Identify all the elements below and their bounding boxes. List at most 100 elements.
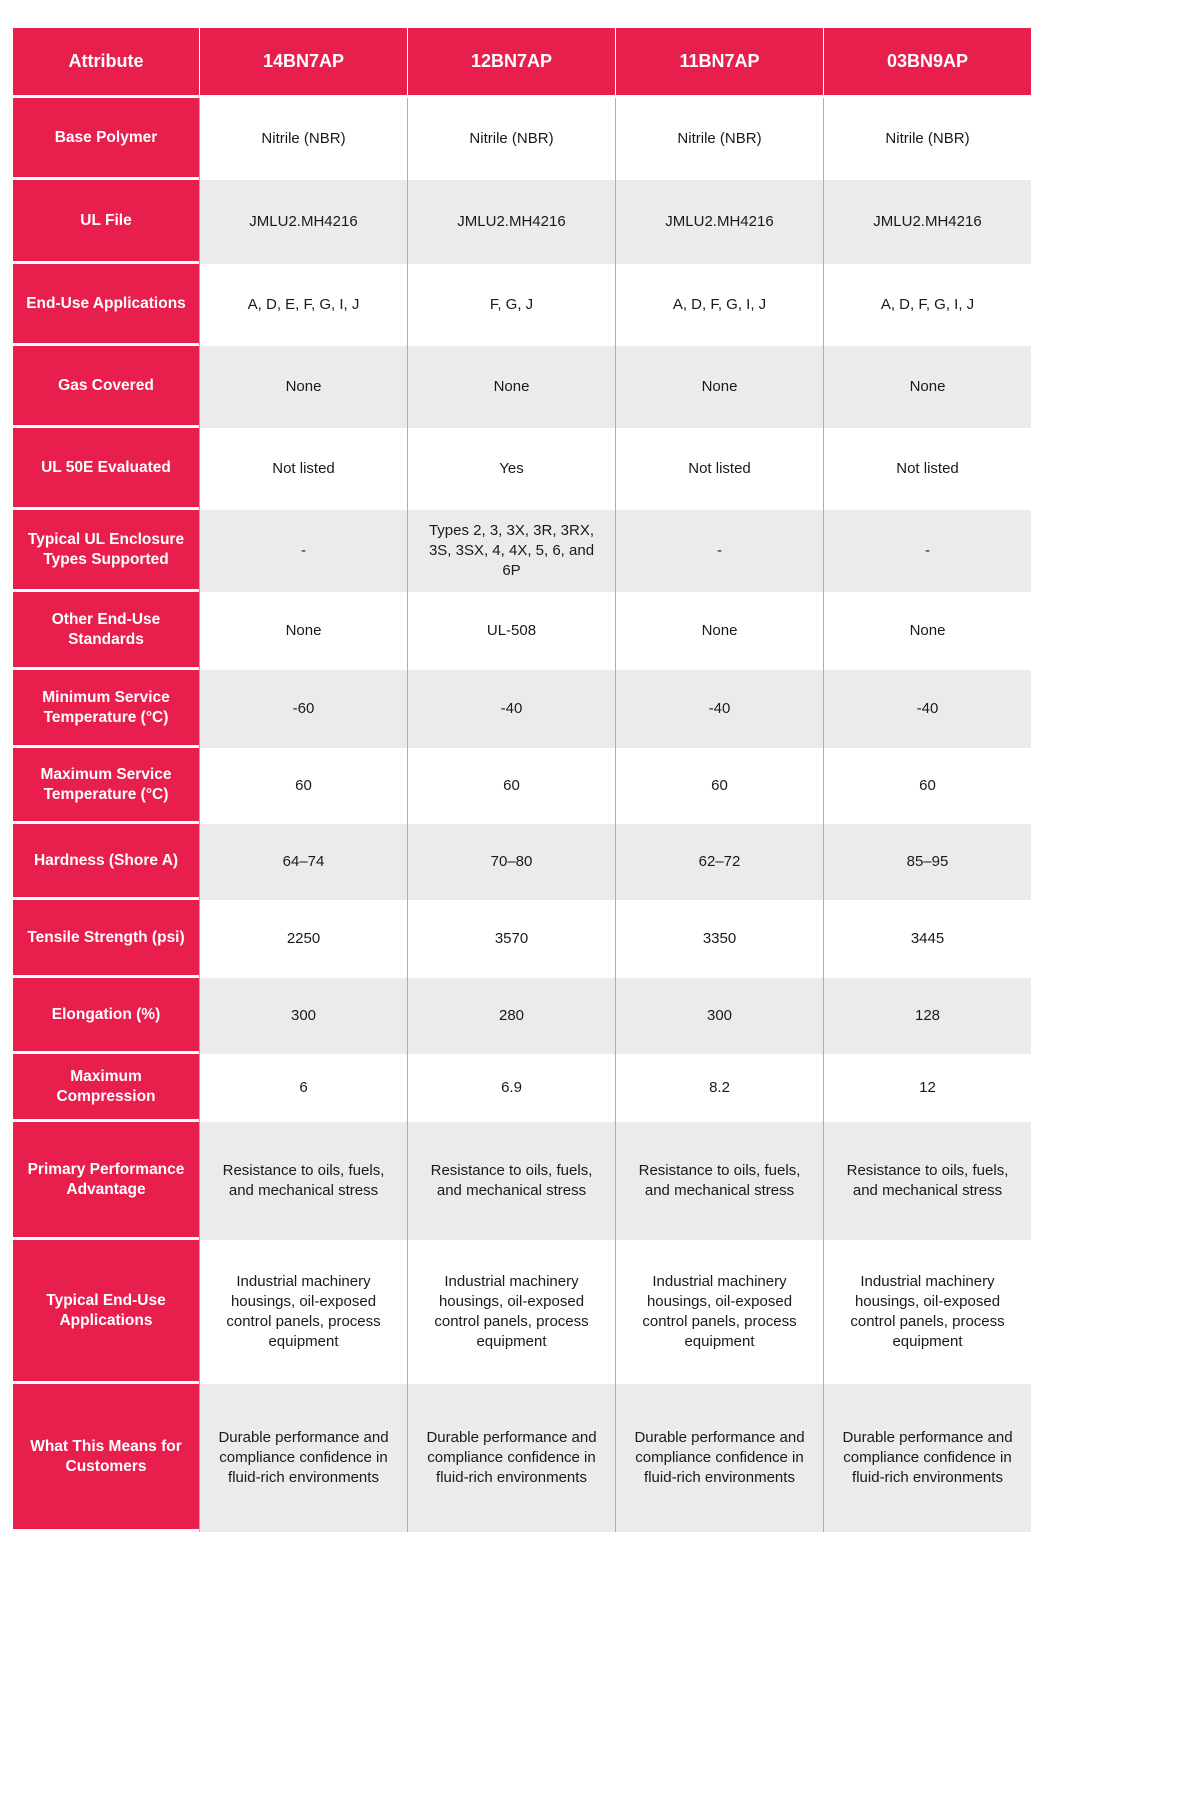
row-label: Gas Covered (13, 346, 199, 428)
cell-value: Resistance to oils, fuels, and mechanica… (823, 1122, 1031, 1240)
table-row: Tensile Strength (psi) 2250 3570 3350 34… (13, 900, 1031, 978)
row-label: Typical UL Enclosure Types Supported (13, 510, 199, 592)
row-label: Other End-Use Standards (13, 592, 199, 670)
table-row: Other End-Use Standards None UL-508 None… (13, 592, 1031, 670)
row-label: Elongation (%) (13, 978, 199, 1054)
cell-value: -40 (823, 670, 1031, 748)
row-label: UL 50E Evaluated (13, 428, 199, 510)
specification-comparison-table: Attribute 14BN7AP 12BN7AP 11BN7AP 03BN9A… (13, 28, 1031, 1532)
column-header-11bn7ap: 11BN7AP (615, 28, 823, 98)
cell-value: A, D, F, G, I, J (615, 264, 823, 346)
cell-value: Types 2, 3, 3X, 3R, 3RX, 3S, 3SX, 4, 4X,… (407, 510, 615, 592)
column-header-14bn7ap: 14BN7AP (199, 28, 407, 98)
cell-value: 6.9 (407, 1054, 615, 1122)
cell-value: Industrial machinery housings, oil-expos… (407, 1240, 615, 1384)
row-label: UL File (13, 180, 199, 264)
cell-value: Durable performance and compliance confi… (199, 1384, 407, 1532)
cell-value: - (199, 510, 407, 592)
column-header-attribute: Attribute (13, 28, 199, 98)
cell-value: 8.2 (615, 1054, 823, 1122)
cell-value: -40 (407, 670, 615, 748)
cell-value: Industrial machinery housings, oil-expos… (199, 1240, 407, 1384)
cell-value: None (615, 346, 823, 428)
cell-value: Resistance to oils, fuels, and mechanica… (615, 1122, 823, 1240)
cell-value: Nitrile (NBR) (407, 98, 615, 180)
cell-value: Not listed (199, 428, 407, 510)
cell-value: 280 (407, 978, 615, 1054)
column-header-12bn7ap: 12BN7AP (407, 28, 615, 98)
table-row: Hardness (Shore A) 64–74 70–80 62–72 85–… (13, 824, 1031, 900)
cell-value: None (407, 346, 615, 428)
row-label: Base Polymer (13, 98, 199, 180)
cell-value: - (615, 510, 823, 592)
table-row: Elongation (%) 300 280 300 128 (13, 978, 1031, 1054)
cell-value: A, D, F, G, I, J (823, 264, 1031, 346)
cell-value: Nitrile (NBR) (199, 98, 407, 180)
table-row: UL File JMLU2.MH4216 JMLU2.MH4216 JMLU2.… (13, 180, 1031, 264)
cell-value: Durable performance and compliance confi… (823, 1384, 1031, 1532)
cell-value: - (823, 510, 1031, 592)
cell-value: None (823, 346, 1031, 428)
cell-value: 60 (615, 748, 823, 824)
cell-value: 3350 (615, 900, 823, 978)
row-label: What This Means for Customers (13, 1384, 199, 1532)
cell-value: 2250 (199, 900, 407, 978)
table-row: Typical UL Enclosure Types Supported - T… (13, 510, 1031, 592)
cell-value: -60 (199, 670, 407, 748)
cell-value: Industrial machinery housings, oil-expos… (823, 1240, 1031, 1384)
cell-value: 60 (199, 748, 407, 824)
table-row: Maximum Compression 6 6.9 8.2 12 (13, 1054, 1031, 1122)
cell-value: 70–80 (407, 824, 615, 900)
cell-value: Industrial machinery housings, oil-expos… (615, 1240, 823, 1384)
row-label: Hardness (Shore A) (13, 824, 199, 900)
cell-value: JMLU2.MH4216 (407, 180, 615, 264)
table-row: UL 50E Evaluated Not listed Yes Not list… (13, 428, 1031, 510)
cell-value: Nitrile (NBR) (823, 98, 1031, 180)
cell-value: Resistance to oils, fuels, and mechanica… (407, 1122, 615, 1240)
table-row: What This Means for Customers Durable pe… (13, 1384, 1031, 1532)
cell-value: Resistance to oils, fuels, and mechanica… (199, 1122, 407, 1240)
cell-value: -40 (615, 670, 823, 748)
cell-value: Not listed (615, 428, 823, 510)
cell-value: 60 (407, 748, 615, 824)
cell-value: None (823, 592, 1031, 670)
cell-value: 6 (199, 1054, 407, 1122)
cell-value: 300 (615, 978, 823, 1054)
cell-value: F, G, J (407, 264, 615, 346)
row-label: Maximum Compression (13, 1054, 199, 1122)
cell-value: 85–95 (823, 824, 1031, 900)
cell-value: Yes (407, 428, 615, 510)
cell-value: Durable performance and compliance confi… (407, 1384, 615, 1532)
table-row: Minimum Service Temperature (°C) -60 -40… (13, 670, 1031, 748)
cell-value: A, D, E, F, G, I, J (199, 264, 407, 346)
cell-value: 60 (823, 748, 1031, 824)
table-row: Primary Performance Advantage Resistance… (13, 1122, 1031, 1240)
row-label: Maximum Service Temperature (°C) (13, 748, 199, 824)
cell-value: 64–74 (199, 824, 407, 900)
table-row: Gas Covered None None None None (13, 346, 1031, 428)
column-header-03bn9ap: 03BN9AP (823, 28, 1031, 98)
cell-value: Nitrile (NBR) (615, 98, 823, 180)
cell-value: 3445 (823, 900, 1031, 978)
cell-value: 62–72 (615, 824, 823, 900)
table-row: Typical End-Use Applications Industrial … (13, 1240, 1031, 1384)
table-row: Base Polymer Nitrile (NBR) Nitrile (NBR)… (13, 98, 1031, 180)
cell-value: 128 (823, 978, 1031, 1054)
cell-value: JMLU2.MH4216 (823, 180, 1031, 264)
cell-value: None (615, 592, 823, 670)
cell-value: UL-508 (407, 592, 615, 670)
cell-value: None (199, 346, 407, 428)
table-header-row: Attribute 14BN7AP 12BN7AP 11BN7AP 03BN9A… (13, 28, 1031, 98)
cell-value: Durable performance and compliance confi… (615, 1384, 823, 1532)
cell-value: JMLU2.MH4216 (615, 180, 823, 264)
cell-value: None (199, 592, 407, 670)
table-row: Maximum Service Temperature (°C) 60 60 6… (13, 748, 1031, 824)
row-label: Tensile Strength (psi) (13, 900, 199, 978)
cell-value: 3570 (407, 900, 615, 978)
cell-value: JMLU2.MH4216 (199, 180, 407, 264)
row-label: Primary Performance Advantage (13, 1122, 199, 1240)
cell-value: 300 (199, 978, 407, 1054)
row-label: Typical End-Use Applications (13, 1240, 199, 1384)
cell-value: 12 (823, 1054, 1031, 1122)
cell-value: Not listed (823, 428, 1031, 510)
